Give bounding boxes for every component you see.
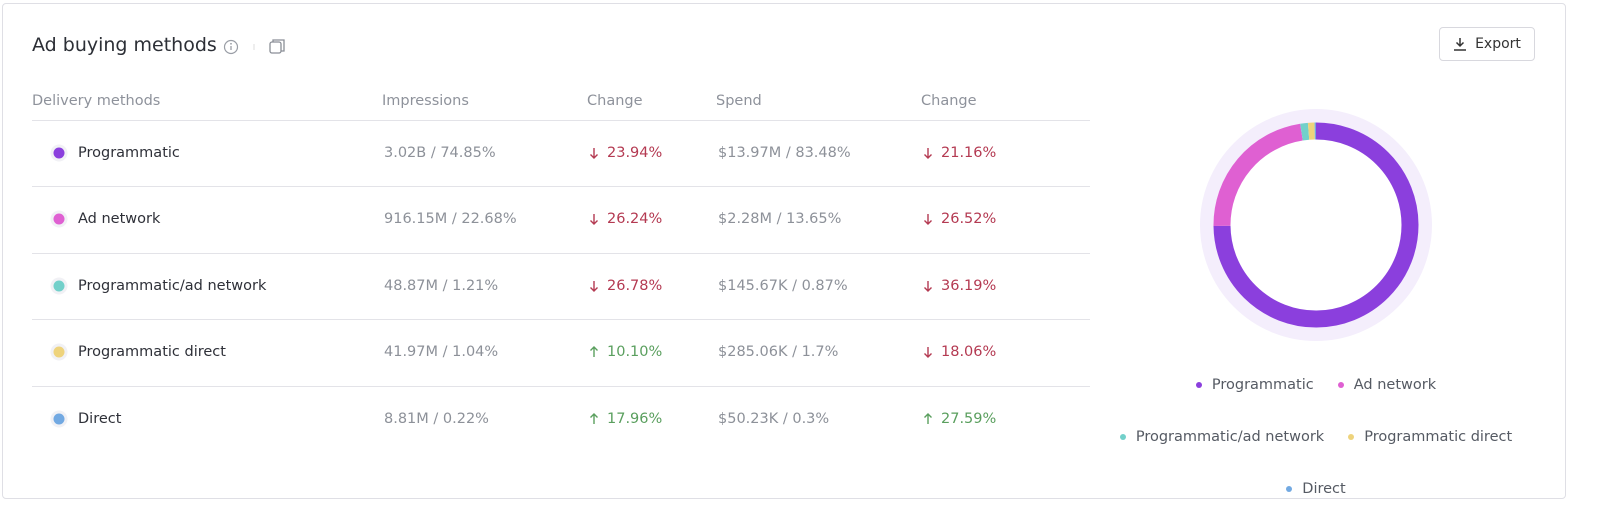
change-arrow [590,214,598,225]
metric-value: $285.06K / 1.7% [718,344,839,360]
arrow-path [590,214,598,225]
change-value: 23.94% [607,145,663,161]
method-name: Direct [78,411,122,427]
column-header: Spend [716,93,762,109]
row-dot [53,346,65,358]
change-arrow [590,413,598,424]
column-header: Impressions [382,93,469,109]
change-arrow [924,347,932,358]
legend-dot [1286,486,1293,492]
title: Ad buying methods [32,34,217,56]
change-arrow [924,413,932,424]
metric-value: $13.97M / 83.48% [718,145,851,161]
legend: Programmatic Ad network Programmatic/ad ne… [1116,376,1516,498]
legend-item: Programmatic [1195,376,1314,394]
metric-value: 8.81M / 0.22% [384,411,489,427]
legend-dot [1348,434,1355,440]
change-arrow [590,346,598,357]
export-button[interactable]: Export [1439,27,1535,61]
row-dot [53,147,65,159]
row-divider [32,319,1090,320]
arrow-path [924,148,932,159]
row-divider [32,186,1090,187]
legend-dot [1337,382,1344,388]
metric-value: 3.02B / 74.85% [384,145,496,161]
donut-halo [1200,109,1432,341]
arrow-path [924,347,932,358]
change-cell: 26.78% [589,278,662,294]
metric-value: 916.15M / 22.68% [384,211,517,227]
metric-value: $50.23K / 0.3% [718,411,830,427]
arrow-path [590,148,598,159]
metric-value: $2.28M / 13.65% [718,211,842,227]
row-dot [53,413,65,425]
row-divider [32,253,1090,254]
column-header: Delivery methods [32,93,161,109]
arrow-path [590,413,598,424]
change-cell: 18.06% [923,344,996,360]
column-header: Change [587,93,643,109]
legend-dot [1119,434,1126,440]
change-value: 21.16% [941,145,997,161]
change-cell: 17.96% [589,411,662,427]
arrow-path [590,281,598,292]
change-cell: 26.52% [923,211,996,227]
arrow-path [590,346,598,357]
change-cell: 10.10% [589,344,662,360]
card: Ad buying methods Export Programmatic Ad … [2,3,1566,499]
change-value: 26.52% [941,211,997,227]
donut-segment [1213,123,1304,227]
legend-label: Programmatic direct [1364,429,1513,445]
change-value: 10.10% [607,344,663,360]
donut-segment [1300,122,1310,141]
change-arrow [924,281,932,292]
header-divider [32,120,1090,121]
legend-label: Direct [1302,481,1346,497]
method-name: Programmatic [78,145,180,161]
donut-segment [1213,122,1419,328]
legend-item: Programmatic direct [1348,428,1512,446]
legend-label: Programmatic/ad network [1135,429,1325,445]
change-arrow [590,281,598,292]
metric-value: $145.67K / 0.87% [718,278,848,294]
change-arrow [590,148,598,159]
change-value: 26.24% [607,211,663,227]
export-label: Export [1475,36,1521,52]
row-dot [53,213,65,225]
change-cell: 23.94% [589,145,662,161]
change-value: 18.06% [941,344,997,360]
legend-item: Ad network [1337,376,1437,394]
change-arrow [924,148,932,159]
metric-value: 41.97M / 1.04% [384,344,499,360]
arrow-path [924,413,932,424]
method-name: Programmatic/ad network [78,278,267,294]
legend-item: Direct [1286,480,1346,498]
legend-label: Ad network [1353,377,1437,393]
change-cell: 36.19% [923,278,996,294]
title-icons [223,39,285,55]
row-divider [32,386,1090,387]
download-icon [1454,38,1467,51]
donut-chart [1200,109,1432,341]
arrow-path [924,281,932,292]
change-value: 36.19% [941,278,997,294]
change-cell: 21.16% [923,145,996,161]
metric-value: 48.87M / 1.21% [384,278,499,294]
legend-dot [1195,382,1202,388]
legend-item: Programmatic/ad network [1119,428,1325,446]
change-value: 26.78% [607,278,663,294]
change-cell: 27.59% [923,411,996,427]
change-value: 27.59% [941,411,997,427]
method-name: Ad network [78,211,161,227]
legend-label: Programmatic [1211,377,1314,393]
change-value: 17.96% [607,411,663,427]
arrow-path [924,214,932,225]
change-cell: 26.24% [589,211,662,227]
row-dot [53,280,65,292]
method-name: Programmatic direct [78,344,226,360]
change-arrow [924,214,932,225]
column-header: Change [921,93,977,109]
